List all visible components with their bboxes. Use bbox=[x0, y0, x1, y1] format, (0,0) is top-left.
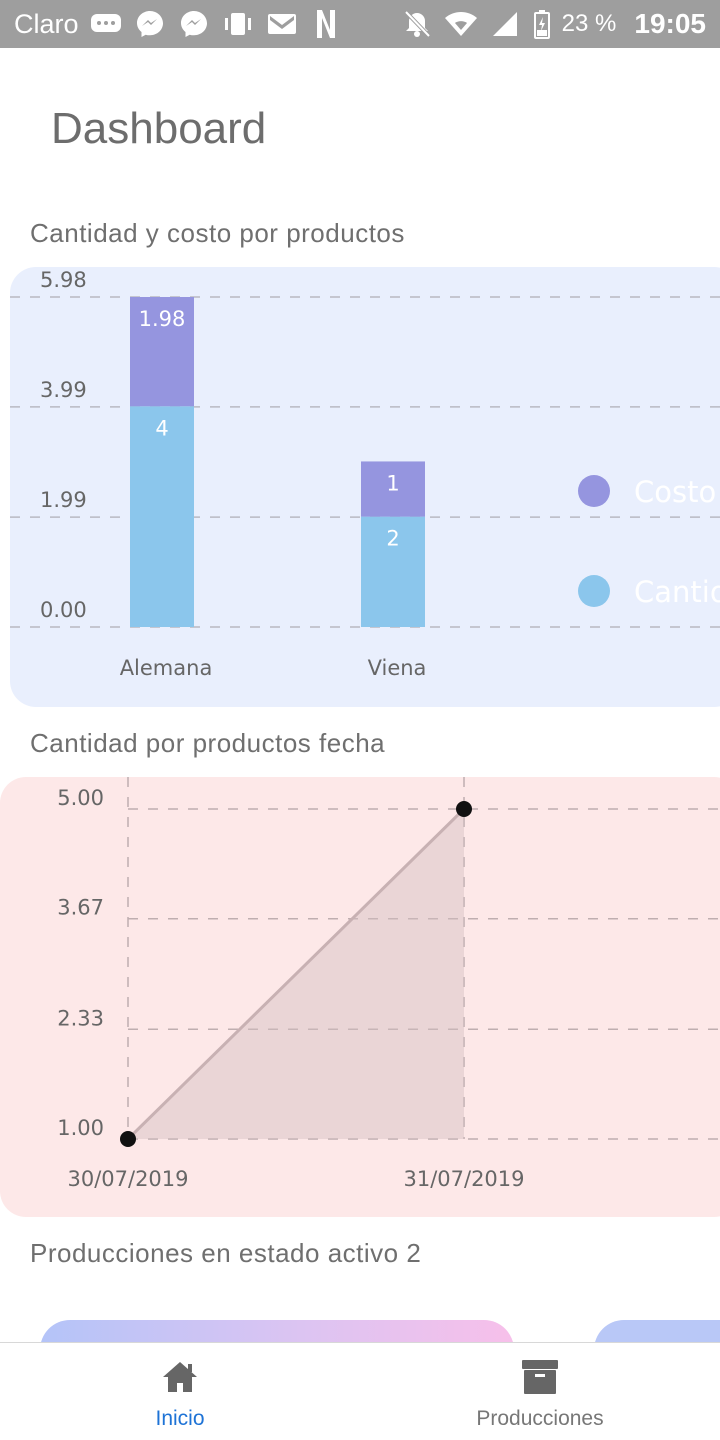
data-point bbox=[456, 801, 472, 817]
y-tick-label: 0.00 bbox=[40, 598, 87, 622]
y-tick-label: 5.00 bbox=[57, 786, 104, 810]
y-tick-label: 3.67 bbox=[57, 896, 104, 920]
nav-label-producciones: Producciones bbox=[476, 1407, 604, 1430]
data-point bbox=[120, 1131, 136, 1147]
legend-marker bbox=[578, 575, 610, 607]
sms-icon bbox=[89, 9, 123, 39]
line-chart-card: 1.00 2.33 3.67 5.00 30/07/2019 31/07/2019 bbox=[0, 777, 720, 1217]
page-title: Dashboard bbox=[51, 104, 267, 153]
bar-chart-card: 0.00 1.99 3.99 5.98 4 2 1.98 1 Alemana Viena Costo… bbox=[10, 267, 720, 707]
bottom-navigation: Inicio Producciones bbox=[0, 1342, 720, 1440]
nav-item-producciones[interactable]: Producciones bbox=[360, 1343, 720, 1440]
status-bar: Claro 23 % 19:05 bbox=[0, 0, 720, 48]
status-left: Claro bbox=[14, 9, 400, 40]
bar-data-label: 2 bbox=[386, 527, 399, 551]
battery-icon bbox=[532, 9, 552, 39]
bar-data-label: 1.98 bbox=[139, 307, 186, 331]
x-tick-label: 31/07/2019 bbox=[403, 1167, 524, 1191]
line-chart-section-title: Cantidad por productos fecha bbox=[30, 728, 386, 758]
x-tick-label: Alemana bbox=[120, 656, 213, 680]
y-tick-label: 3.99 bbox=[40, 378, 87, 402]
netflix-icon bbox=[309, 9, 343, 39]
legend-marker bbox=[578, 475, 610, 507]
gmail-icon bbox=[265, 9, 299, 39]
carrier-name: Claro bbox=[14, 8, 79, 39]
legend-label: Costo bbox=[634, 475, 716, 509]
series-line bbox=[126, 807, 466, 1141]
battery-percentage: 23 % bbox=[561, 10, 617, 37]
bar-segment bbox=[361, 461, 425, 517]
bar-chart: 0.00 1.99 3.99 5.98 4 2 1.98 1 Alemana Viena Costo… bbox=[10, 268, 720, 680]
legend-label: Cantio bbox=[634, 575, 720, 609]
bar-segment bbox=[130, 297, 194, 407]
notifications-off-icon bbox=[400, 9, 434, 39]
signal-icon bbox=[488, 9, 522, 39]
wifi-icon bbox=[444, 9, 478, 39]
active-productions-title: Producciones en estado activo 2 bbox=[30, 1238, 422, 1268]
y-tick-label: 2.33 bbox=[57, 1006, 104, 1030]
x-tick-label: Viena bbox=[368, 656, 427, 680]
messenger-icon bbox=[133, 9, 167, 39]
bar-data-label: 1 bbox=[386, 471, 399, 495]
archive-box-icon bbox=[520, 1357, 560, 1397]
nav-label-inicio: Inicio bbox=[155, 1407, 205, 1430]
bar-chart-section-title: Cantidad y costo por productos bbox=[30, 218, 405, 248]
status-right: 23 % 19:05 bbox=[400, 8, 706, 40]
line-chart: 1.00 2.33 3.67 5.00 30/07/2019 31/07/2019 bbox=[57, 777, 720, 1191]
nav-item-inicio[interactable]: Inicio bbox=[0, 1343, 360, 1440]
vibrate-icon bbox=[221, 9, 255, 39]
clock: 19:05 bbox=[634, 8, 706, 39]
y-tick-label: 1.00 bbox=[57, 1116, 104, 1140]
bar-data-label: 4 bbox=[155, 416, 168, 440]
messenger-icon bbox=[177, 9, 211, 39]
bar-segment bbox=[361, 516, 425, 627]
x-tick-label: 30/07/2019 bbox=[67, 1167, 188, 1191]
y-tick-label: 1.99 bbox=[40, 488, 87, 512]
bar-segment bbox=[130, 406, 194, 627]
home-icon bbox=[160, 1357, 200, 1397]
y-tick-label: 5.98 bbox=[40, 268, 87, 292]
